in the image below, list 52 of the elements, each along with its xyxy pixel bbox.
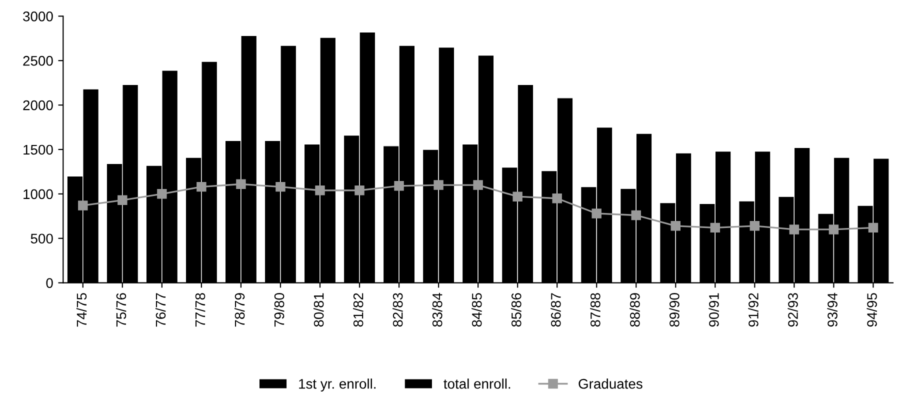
- legend-label: 1st yr. enroll.: [299, 378, 376, 392]
- point: [710, 222, 720, 233]
- y-tick-label: 500: [30, 234, 53, 244]
- point: [512, 192, 522, 202]
- y-tick-label: 3000: [23, 11, 53, 22]
- point: [750, 221, 760, 231]
- x-tick-label: 93/94: [827, 292, 838, 327]
- point: [828, 224, 839, 234]
- y-tick-label: 0: [46, 278, 53, 288]
- x-tick-label: 82/83: [392, 293, 403, 327]
- x-tick-label: 85/86: [511, 293, 522, 327]
- point: [354, 186, 364, 196]
- x-tick-label: 86/87: [550, 293, 561, 327]
- point: [434, 180, 444, 190]
- x-tick-label: 78/79: [234, 293, 245, 327]
- point: [592, 208, 602, 218]
- x-tick-label: 84/85: [472, 293, 482, 327]
- x-tick-label: 87/88: [590, 293, 600, 327]
- x-tick-label: 76/77: [155, 293, 166, 327]
- x-tick-label: 91/92: [748, 293, 758, 327]
- x-tick-label: 83/84: [432, 292, 442, 327]
- point: [789, 224, 800, 234]
- x-tick-label: 90/91: [708, 293, 719, 327]
- point: [276, 182, 286, 192]
- x-tick-label: 92/93: [788, 293, 798, 327]
- point: [868, 222, 878, 233]
- y-tick-label: 2500: [23, 56, 53, 66]
- point: [157, 189, 167, 199]
- point: [78, 200, 88, 210]
- point: [394, 181, 404, 191]
- point: [473, 180, 483, 190]
- point: [552, 194, 562, 204]
- x-tick-label: 80/81: [314, 293, 324, 327]
- point: [196, 182, 206, 192]
- y-tick-label: 1500: [24, 144, 53, 155]
- x-tick-label: 79/80: [274, 293, 284, 327]
- point: [670, 221, 680, 231]
- legend-label: total enroll.: [444, 378, 510, 389]
- y-tick-label: 1000: [24, 189, 53, 200]
- x-tick-label: 89/90: [669, 293, 680, 327]
- x-tick-label: 81/82: [353, 293, 364, 327]
- point: [315, 186, 325, 196]
- point: [631, 210, 641, 220]
- x-tick-label: 75/76: [116, 293, 126, 327]
- y-tick-label: 2000: [23, 100, 53, 110]
- legend-label: Graduates: [578, 378, 642, 389]
- x-tick-label: 74/75: [76, 293, 87, 327]
- x-tick-label: 94/95: [866, 293, 877, 327]
- point: [236, 179, 246, 190]
- point: [118, 195, 128, 206]
- x-tick-label: 77/78: [194, 293, 206, 327]
- x-tick-label: 88/89: [630, 293, 640, 327]
